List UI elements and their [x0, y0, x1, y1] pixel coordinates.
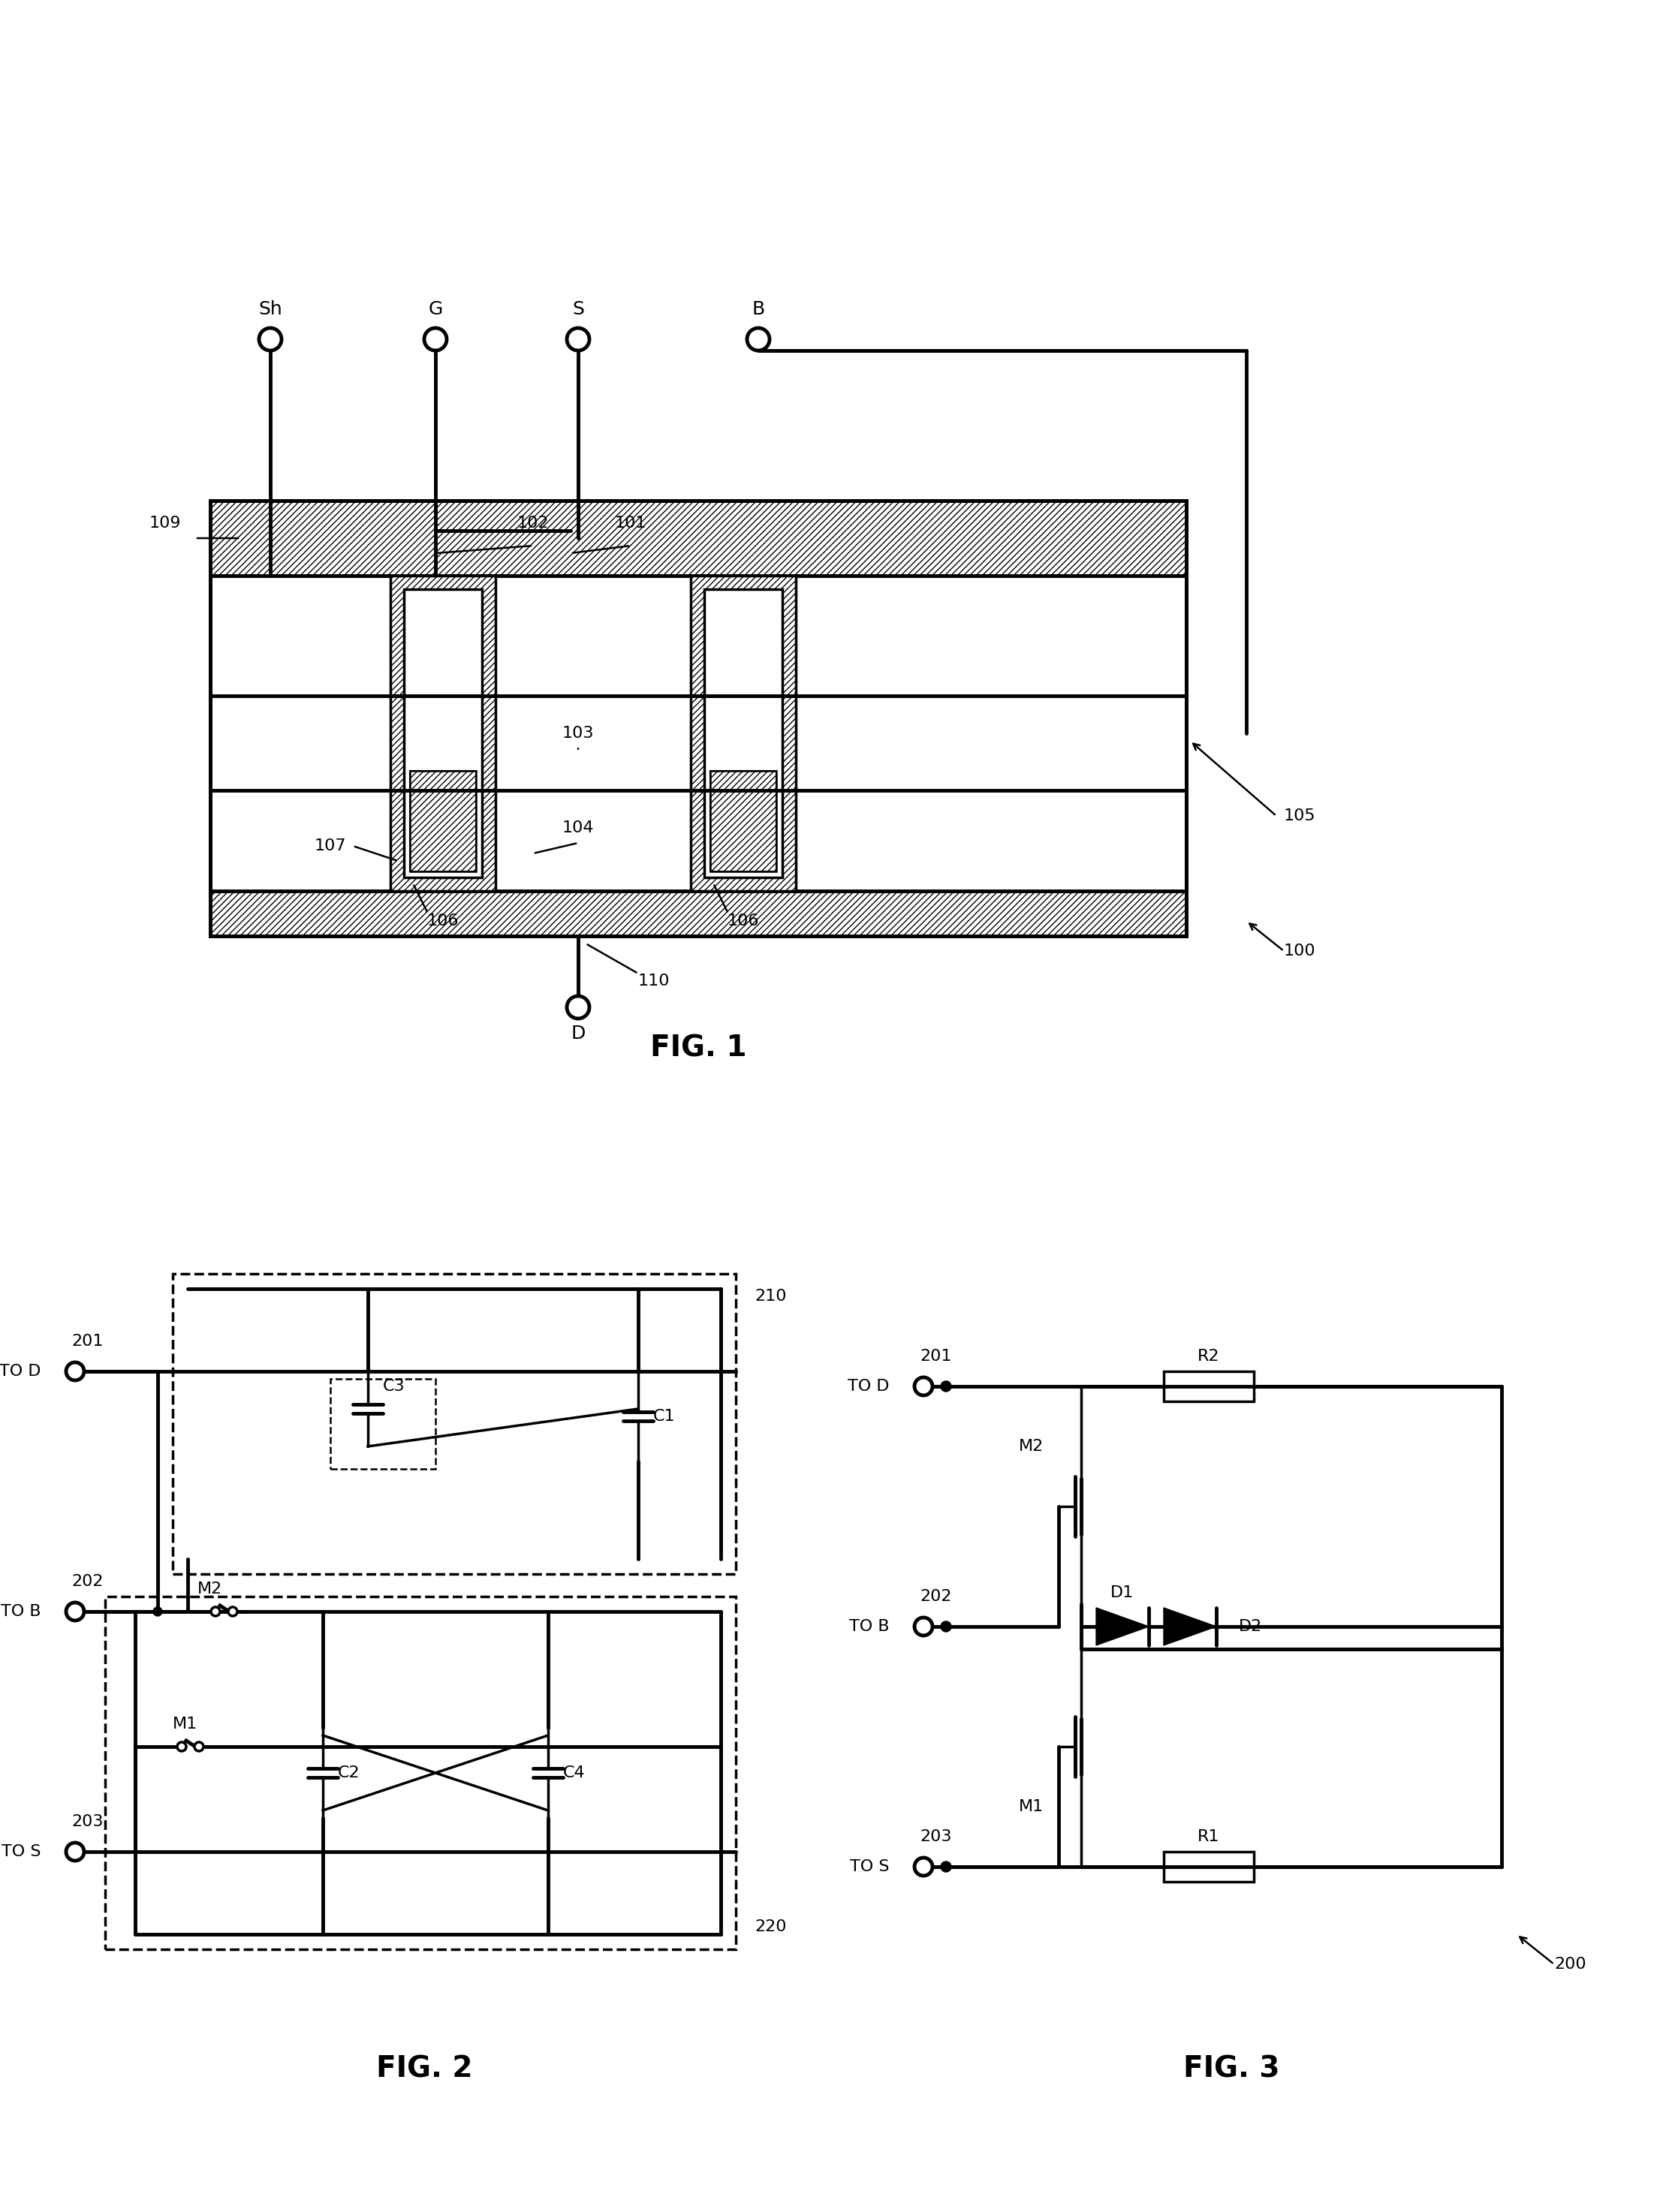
Circle shape	[941, 1380, 951, 1391]
Text: 110: 110	[639, 973, 670, 989]
Text: R2: R2	[1197, 1349, 1221, 1365]
Text: TO B: TO B	[2, 1604, 42, 1619]
Bar	[411, 770, 476, 872]
Circle shape	[567, 327, 589, 349]
Text: 202: 202	[920, 1588, 951, 1604]
Text: TO D: TO D	[0, 1365, 42, 1378]
Text: 106: 106	[427, 914, 459, 929]
Text: C3: C3	[382, 1378, 406, 1394]
Bar	[210, 500, 1186, 936]
Text: C2: C2	[338, 1765, 361, 1781]
Bar	[690, 575, 797, 891]
Circle shape	[228, 1608, 238, 1617]
Text: 104: 104	[562, 821, 594, 836]
Circle shape	[567, 995, 589, 1018]
Text: FIG. 2: FIG. 2	[376, 2055, 472, 2084]
Text: TO S: TO S	[850, 1860, 890, 1874]
Text: 200: 200	[1555, 1958, 1587, 1971]
Text: Sh: Sh	[258, 301, 283, 319]
Text: 109: 109	[150, 515, 181, 531]
Bar	[690, 575, 797, 891]
Text: S: S	[572, 301, 584, 319]
Circle shape	[178, 1743, 186, 1752]
Text: 100: 100	[1284, 945, 1315, 958]
Circle shape	[195, 1743, 203, 1752]
Text: D: D	[570, 1024, 585, 1042]
Text: C1: C1	[654, 1409, 675, 1425]
Text: M1: M1	[173, 1717, 198, 1732]
Text: 101: 101	[615, 515, 647, 531]
Bar	[1164, 1851, 1254, 1882]
Circle shape	[747, 327, 770, 349]
Text: M2: M2	[1019, 1438, 1044, 1453]
Text: FIG. 1: FIG. 1	[650, 1035, 747, 1062]
Text: G: G	[429, 301, 442, 319]
Circle shape	[424, 327, 447, 349]
Text: TO B: TO B	[850, 1619, 890, 1635]
Bar	[105, 1597, 735, 1949]
Circle shape	[915, 1617, 933, 1635]
Bar	[703, 588, 782, 878]
Text: 203: 203	[72, 1814, 103, 1829]
Bar	[210, 500, 1186, 575]
Circle shape	[941, 1621, 951, 1632]
Text: 106: 106	[727, 914, 760, 929]
Text: 105: 105	[1284, 807, 1315, 823]
Text: M2: M2	[198, 1582, 223, 1597]
Text: FIG. 3: FIG. 3	[1182, 2055, 1279, 2084]
Bar	[404, 588, 482, 878]
Text: 202: 202	[72, 1575, 103, 1588]
Bar	[173, 1274, 735, 1575]
Circle shape	[67, 1843, 85, 1860]
Text: TO S: TO S	[2, 1845, 42, 1860]
Text: 103: 103	[562, 726, 594, 741]
Text: 210: 210	[755, 1290, 787, 1303]
Bar	[1164, 1371, 1254, 1402]
Bar	[391, 575, 496, 891]
Circle shape	[211, 1608, 220, 1617]
Text: C4: C4	[564, 1765, 585, 1781]
Bar	[391, 575, 496, 891]
Circle shape	[67, 1601, 85, 1621]
Bar	[331, 1378, 436, 1469]
Bar	[411, 770, 476, 872]
Bar	[210, 500, 1186, 575]
Text: 201: 201	[920, 1349, 951, 1365]
Bar	[210, 891, 1186, 936]
Text: 220: 220	[755, 1920, 787, 1933]
Text: TO D: TO D	[848, 1378, 890, 1394]
Text: M1: M1	[1019, 1798, 1044, 1814]
Bar	[710, 770, 777, 872]
Bar	[210, 575, 1186, 891]
Polygon shape	[1164, 1608, 1216, 1646]
Text: 107: 107	[314, 838, 346, 854]
Text: R1: R1	[1197, 1829, 1221, 1845]
Bar	[210, 891, 1186, 936]
Bar	[710, 770, 777, 872]
Text: 203: 203	[920, 1829, 951, 1845]
Text: D1: D1	[1111, 1586, 1134, 1599]
Text: 102: 102	[517, 515, 549, 531]
Text: B: B	[752, 301, 765, 319]
Circle shape	[915, 1858, 933, 1876]
Text: D2: D2	[1239, 1619, 1262, 1635]
Circle shape	[941, 1863, 951, 1871]
Text: 201: 201	[72, 1334, 103, 1349]
Polygon shape	[1096, 1608, 1149, 1646]
Circle shape	[259, 327, 281, 349]
Circle shape	[915, 1378, 933, 1396]
Circle shape	[67, 1363, 85, 1380]
Circle shape	[153, 1608, 163, 1617]
